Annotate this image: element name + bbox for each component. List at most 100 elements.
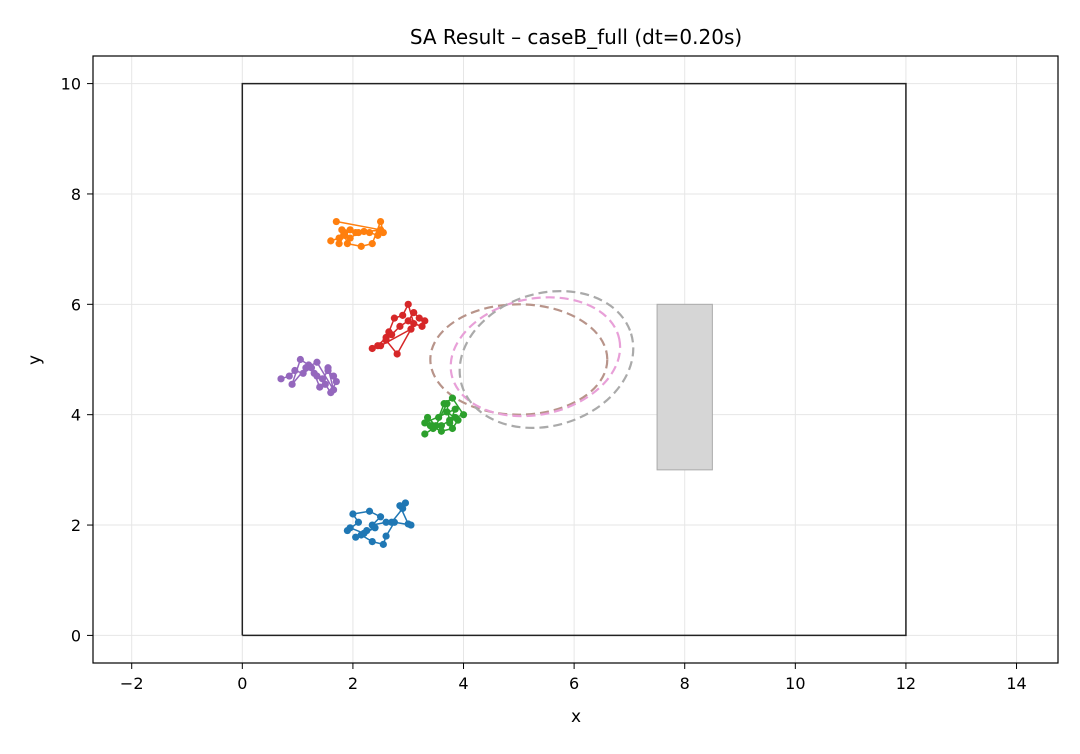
- x-tick-label: 0: [237, 674, 247, 693]
- trajectory-point: [407, 325, 415, 333]
- trajectory-point: [451, 405, 459, 413]
- x-tick-label: 12: [896, 674, 916, 693]
- trajectory-point: [329, 386, 338, 394]
- trajectory-point: [327, 237, 335, 245]
- trajectory-point: [291, 366, 299, 375]
- trajectory-point: [321, 380, 329, 388]
- trajectory-point: [285, 372, 293, 380]
- trajectory-point: [360, 227, 368, 236]
- trajectory-point: [335, 234, 343, 242]
- trajectory-1: [343, 499, 415, 548]
- trajectory-point: [354, 228, 363, 237]
- trajectory-point: [365, 507, 374, 515]
- grid: [93, 56, 1058, 663]
- trajectory-point: [277, 375, 285, 383]
- trajectory-point: [404, 300, 412, 308]
- x-tick-label: 8: [680, 674, 690, 693]
- trajectory-point: [346, 524, 354, 532]
- trajectory-point: [296, 355, 304, 364]
- trajectory-point: [379, 540, 387, 548]
- plot-frame: [92, 55, 1059, 664]
- trajectory-point: [365, 228, 374, 237]
- trajectory-point: [302, 364, 310, 372]
- trajectory-point: [437, 427, 445, 435]
- trajectory-point: [376, 513, 385, 521]
- trajectory-point: [371, 524, 379, 532]
- trajectory-point: [401, 499, 410, 507]
- trajectory-point: [368, 538, 376, 546]
- trajectory-point: [332, 377, 340, 386]
- trajectory-point: [329, 372, 338, 380]
- trajectory-point: [376, 217, 385, 226]
- trajectory-point: [354, 518, 363, 526]
- trajectory-point: [335, 240, 343, 248]
- trajectory-point: [310, 369, 318, 377]
- trajectory-point: [360, 529, 368, 537]
- trajectory-point: [443, 400, 451, 408]
- trajectory-point: [418, 322, 426, 330]
- y-tick-label: 8: [71, 185, 81, 204]
- trajectory-point: [382, 336, 390, 344]
- series-layer: [277, 217, 468, 548]
- trajectory-point: [352, 533, 360, 541]
- trajectory-point: [346, 226, 354, 234]
- x-tick-label: −2: [120, 674, 144, 693]
- trajectory-point: [324, 364, 332, 372]
- x-tick-label: 2: [348, 674, 358, 693]
- trajectory-point: [374, 231, 382, 239]
- trajectory-2: [327, 217, 387, 250]
- trajectory-point: [423, 413, 432, 422]
- trajectory-point: [393, 350, 401, 358]
- x-axis-label: x: [571, 707, 581, 727]
- trajectory-point: [446, 419, 454, 427]
- trajectory-point: [346, 234, 354, 242]
- trajectory-point: [415, 314, 423, 322]
- trajectory-point: [385, 328, 393, 336]
- trajectory-point: [443, 408, 451, 416]
- trajectory-point: [390, 314, 398, 322]
- obstacle-layer: [656, 303, 713, 471]
- trajectory-point: [396, 502, 404, 510]
- trajectory-point: [410, 320, 418, 328]
- trajectory-point: [435, 413, 443, 422]
- y-tick-label: 6: [71, 295, 81, 314]
- trajectory-point: [376, 342, 385, 350]
- y-axis-label: y: [25, 355, 45, 365]
- trajectory-point: [318, 375, 327, 383]
- trajectory-point: [313, 358, 321, 366]
- trajectory-point: [368, 344, 376, 353]
- trajectory-point: [426, 422, 434, 430]
- trajectory-point: [421, 317, 429, 325]
- chart-title: SA Result – caseB_full (dt=0.20s): [410, 25, 742, 49]
- y-ticks: 0 2 4 6 8 10: [61, 75, 93, 645]
- trajectory-point: [421, 430, 429, 438]
- trajectory-point: [437, 422, 445, 430]
- trajectory-point: [410, 308, 418, 317]
- trajectory-point: [399, 311, 407, 319]
- x-tick-label: 10: [785, 674, 805, 693]
- trajectory-point: [390, 518, 398, 526]
- trajectory-point: [316, 383, 324, 391]
- trajectory-point: [357, 242, 365, 250]
- trajectory-point: [332, 217, 340, 226]
- reference-ellipse: [429, 303, 609, 416]
- x-tick-label: 6: [569, 674, 579, 693]
- trajectory-point: [407, 521, 415, 529]
- trajectory-point: [341, 231, 349, 239]
- trajectory-point: [432, 422, 440, 430]
- trajectory-point: [448, 394, 457, 402]
- reference-ellipse: [449, 296, 622, 418]
- trajectory-point: [299, 369, 307, 377]
- y-tick-label: 4: [71, 406, 81, 425]
- y-tick-label: 0: [71, 626, 81, 645]
- trajectory-5: [277, 355, 340, 397]
- trajectory-point: [448, 424, 457, 433]
- trajectory-point: [349, 510, 357, 518]
- x-tick-label: 4: [458, 674, 468, 693]
- arena-boundary-layer: [241, 82, 907, 637]
- arena-boundary: [241, 82, 907, 637]
- trajectory-3: [421, 394, 468, 438]
- trajectory-point: [338, 226, 346, 234]
